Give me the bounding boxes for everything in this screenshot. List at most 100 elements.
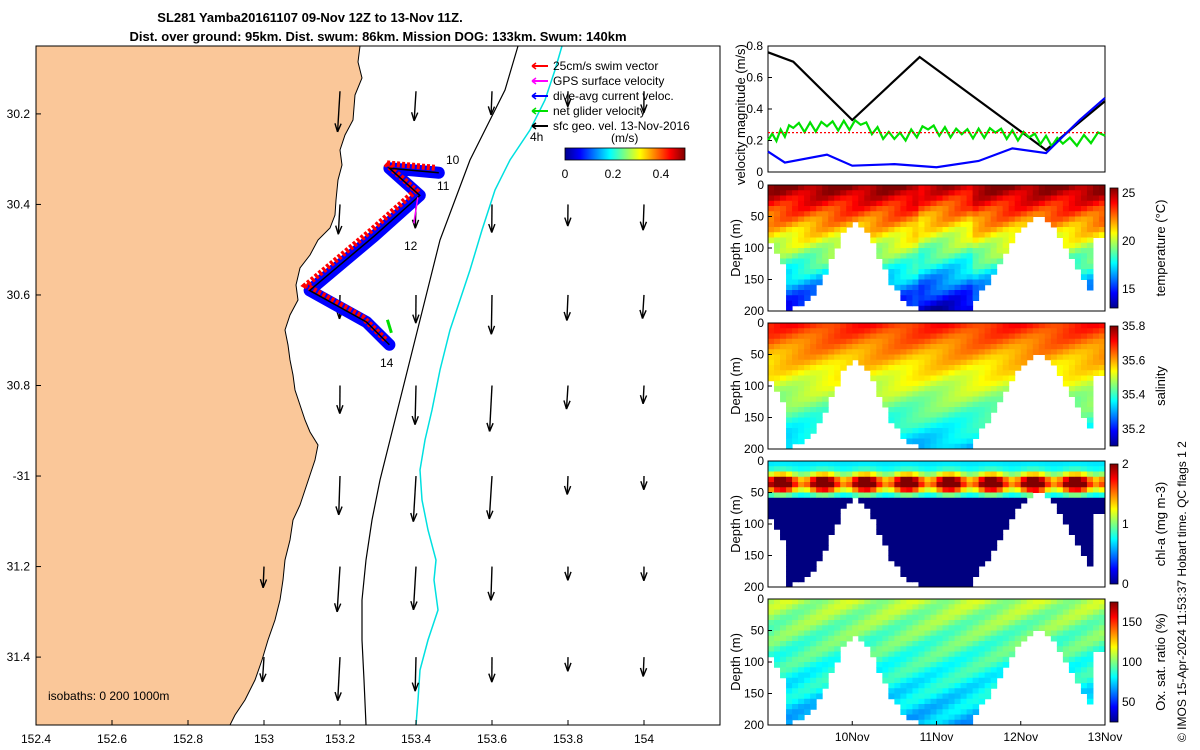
section-cell: [1074, 539, 1082, 546]
section-cell: [1074, 237, 1082, 244]
section-cell: [960, 646, 968, 652]
section-cell: [786, 365, 793, 371]
section-cell: [816, 497, 823, 504]
geo-vector-head: [411, 219, 420, 229]
section-cell: [972, 269, 980, 275]
section-cell: [918, 443, 925, 450]
section-cell: [828, 232, 835, 238]
section-cell: [798, 550, 805, 556]
section-cell: [768, 466, 775, 472]
section-cell: [846, 344, 853, 350]
section-cell: [1020, 492, 1028, 499]
section-cell: [810, 667, 817, 673]
section-cell: [876, 646, 883, 652]
section-cell: [906, 576, 913, 583]
section-cell: [954, 461, 962, 467]
section-cell: [948, 625, 956, 631]
section-cell: [792, 503, 799, 509]
section-cell: [930, 401, 937, 408]
section-cell: [948, 365, 956, 371]
section-cell: [1080, 237, 1088, 244]
section-cell: [966, 534, 974, 541]
imos-credit: © IMOS 15-Apr-2024 11:53:37 Hobart time.…: [1175, 441, 1189, 742]
section-cell: [792, 576, 799, 583]
section-cell: [966, 190, 974, 196]
section-cell: [894, 274, 901, 280]
section-cell: [942, 375, 950, 382]
section-cell: [924, 704, 931, 710]
section-cell: [978, 386, 986, 392]
section-cell: [774, 482, 781, 488]
section-cell: [1056, 232, 1064, 238]
section-cell: [1062, 461, 1070, 467]
section-cell: [792, 354, 799, 361]
section-y-tick-label: 200: [744, 304, 764, 318]
section-y-tick-label: 50: [751, 210, 765, 224]
section-cell: [1068, 487, 1076, 493]
section-cell: [1074, 667, 1082, 673]
section-cell: [792, 253, 799, 259]
section-cell: [816, 253, 823, 259]
section-cell: [834, 227, 841, 233]
section-cell: [984, 365, 992, 371]
section-cell: [990, 667, 998, 673]
section-cell: [774, 200, 781, 207]
section-cell: [798, 614, 805, 621]
section-cell: [906, 630, 913, 637]
section-cell: [1068, 513, 1076, 520]
section-cell: [1080, 630, 1088, 637]
section-cell: [948, 338, 956, 345]
section-cell: [1074, 263, 1082, 270]
section-cell: [834, 328, 841, 334]
section-cell: [948, 518, 956, 525]
section-cell: [774, 221, 781, 228]
section-cell: [1002, 185, 1010, 191]
section-cell: [888, 349, 895, 355]
section-cell: [810, 338, 817, 345]
geo-vector: [262, 566, 265, 588]
chart-title-line2: Dist. over ground: 95km. Dist. swum: 86k…: [129, 29, 626, 44]
section-cell: [780, 328, 787, 334]
section-cell: [942, 248, 950, 254]
geo-vector: [412, 475, 417, 522]
section-cell: [924, 284, 931, 291]
section-cell: [918, 407, 925, 413]
section-cell: [990, 263, 998, 270]
section-cell: [978, 344, 986, 350]
section-cell: [942, 698, 950, 705]
section-cell: [804, 333, 811, 340]
section-cell: [1050, 359, 1058, 366]
section-cell: [918, 518, 925, 525]
section-cell: [972, 333, 980, 340]
section-cell: [930, 407, 937, 413]
section-cell: [846, 630, 853, 637]
section-cell: [894, 349, 901, 355]
section-cell: [768, 349, 775, 355]
section-cell: [930, 550, 937, 556]
section-colorbar: [1109, 463, 1119, 585]
section-cell: [1098, 333, 1106, 340]
section-cell: [888, 662, 895, 668]
section-cell: [1020, 609, 1028, 616]
section-cell: [786, 211, 793, 217]
section-cell: [876, 476, 883, 483]
section-cell: [1038, 328, 1046, 334]
section-cell: [1014, 344, 1022, 350]
section-cell: [990, 630, 998, 637]
section-cell: [936, 412, 944, 418]
section-cell: [1080, 391, 1088, 397]
section-cell: [1020, 206, 1028, 212]
section-cell: [954, 466, 962, 472]
section-cell: [966, 646, 974, 652]
section-cell: [948, 300, 956, 307]
section-cell: [948, 476, 956, 483]
section-cell: [900, 242, 907, 249]
section-cell: [942, 428, 950, 434]
section-cell: [972, 471, 980, 478]
section-cell: [1092, 200, 1100, 207]
section-cell: [840, 185, 847, 191]
section-cell: [834, 349, 841, 355]
section-cell: [954, 581, 962, 588]
section-cell: [1002, 365, 1010, 371]
section-cell: [978, 555, 986, 562]
